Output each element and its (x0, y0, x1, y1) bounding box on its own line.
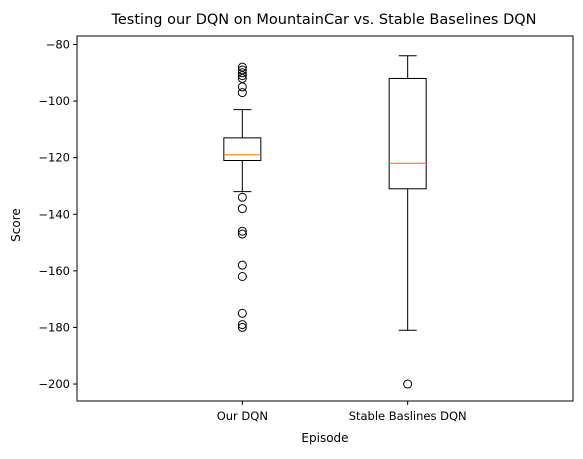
box-body (388, 77, 427, 190)
outlier-point (237, 192, 247, 202)
y-tick-label: −80 (46, 37, 70, 51)
outlier-point (237, 308, 247, 318)
outlier-point (237, 272, 247, 282)
outlier-point (403, 379, 413, 389)
y-tick-label: −160 (38, 264, 70, 278)
outlier-point (237, 71, 247, 81)
chart-title: Testing our DQN on MountainCar vs. Stabl… (110, 12, 536, 28)
y-axis-label: Score (9, 208, 23, 242)
plot-area: −80 −100 −120 −140 −160 −180 −200 Our DQN Stable… (38, 35, 574, 423)
outlier-point (237, 322, 247, 332)
outlier-point (237, 82, 247, 92)
box-group-1 (223, 62, 262, 332)
outlier-point (237, 68, 247, 78)
x-tick-label: Stable Baslines DQN (349, 409, 467, 423)
outlier-point (237, 88, 247, 98)
axes-frame (76, 35, 574, 402)
y-tick-label: −180 (38, 320, 70, 334)
y-tick-label: −100 (38, 94, 70, 108)
outlier-point (237, 204, 247, 214)
y-tick-label: −140 (38, 207, 70, 221)
outlier-point (237, 229, 247, 239)
x-tick-label: Our DQN (217, 409, 268, 423)
y-tick-label: −200 (38, 377, 70, 391)
box-group-2 (388, 55, 427, 389)
x-axis-label: Episode (301, 431, 348, 445)
outlier-point (237, 320, 247, 330)
outlier-point (237, 260, 247, 270)
box-body (223, 137, 262, 161)
y-tick-label: −120 (38, 151, 70, 165)
outlier-point (237, 226, 247, 236)
